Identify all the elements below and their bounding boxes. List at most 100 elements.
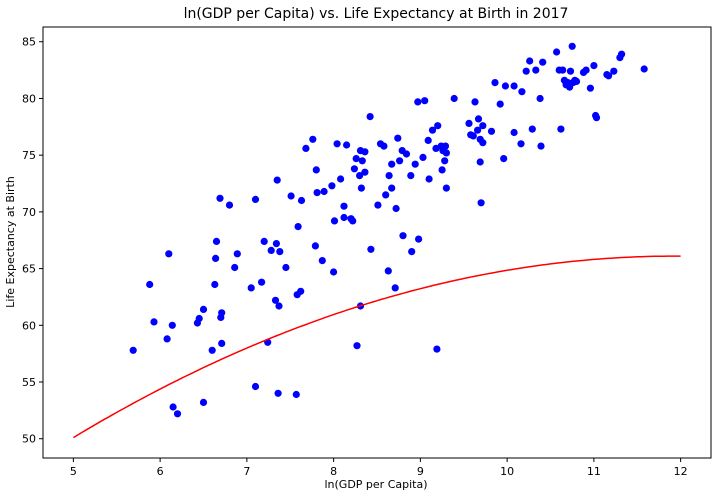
plot-area-frame bbox=[42, 26, 712, 459]
data-point bbox=[173, 410, 182, 418]
data-point bbox=[415, 235, 423, 243]
data-point bbox=[297, 196, 306, 205]
data-point bbox=[337, 175, 345, 183]
data-point bbox=[195, 314, 203, 323]
data-point bbox=[340, 213, 348, 222]
data-point bbox=[566, 67, 575, 75]
data-point bbox=[469, 132, 477, 140]
data-point bbox=[218, 339, 226, 347]
data-point bbox=[441, 142, 450, 150]
y-axis-label: Life Expectancy at Birth bbox=[4, 176, 17, 308]
data-point bbox=[394, 134, 402, 142]
data-point bbox=[385, 172, 393, 180]
data-point bbox=[199, 305, 208, 313]
data-point bbox=[366, 113, 374, 121]
data-point bbox=[318, 257, 326, 265]
data-point bbox=[260, 237, 268, 245]
data-point bbox=[510, 128, 518, 137]
data-point bbox=[328, 182, 336, 190]
data-point bbox=[559, 66, 567, 74]
data-point bbox=[605, 72, 613, 80]
data-point bbox=[433, 345, 441, 353]
y-tick-label: 65 bbox=[22, 263, 36, 276]
data-point bbox=[586, 84, 595, 92]
data-point bbox=[553, 48, 561, 56]
data-point bbox=[297, 287, 305, 295]
data-point bbox=[313, 189, 321, 197]
chart-title: ln(GDP per Capita) vs. Life Expectancy a… bbox=[184, 6, 569, 22]
data-point bbox=[146, 280, 154, 289]
data-point bbox=[350, 165, 358, 173]
x-axis-ticks: 5 6 7 8 9 10 11 12 bbox=[70, 458, 688, 478]
x-tick-label: 8 bbox=[330, 465, 337, 478]
data-point bbox=[496, 100, 504, 108]
data-point bbox=[539, 58, 547, 66]
data-point bbox=[399, 232, 407, 240]
data-point bbox=[343, 141, 351, 149]
data-point bbox=[419, 153, 427, 161]
data-point bbox=[408, 248, 416, 256]
y-tick-label: 55 bbox=[22, 376, 36, 389]
data-point bbox=[367, 245, 375, 253]
data-point bbox=[476, 158, 484, 166]
data-point bbox=[517, 140, 525, 148]
data-point bbox=[532, 66, 540, 74]
x-tick-label: 11 bbox=[587, 465, 601, 478]
data-point bbox=[251, 382, 260, 391]
data-point bbox=[592, 114, 601, 122]
data-point bbox=[442, 184, 450, 192]
data-point bbox=[272, 240, 280, 248]
data-point bbox=[487, 127, 496, 135]
data-point bbox=[582, 66, 590, 74]
data-point bbox=[441, 157, 449, 165]
data-point bbox=[442, 149, 450, 157]
y-tick-label: 85 bbox=[22, 36, 36, 49]
x-tick-label: 10 bbox=[500, 465, 514, 478]
data-point bbox=[465, 119, 473, 127]
data-point bbox=[340, 202, 348, 210]
data-point bbox=[536, 94, 544, 103]
data-point bbox=[388, 160, 396, 168]
data-point bbox=[479, 122, 487, 130]
y-tick-label: 80 bbox=[22, 92, 36, 105]
data-point bbox=[258, 278, 266, 286]
data-point bbox=[557, 125, 565, 133]
data-point bbox=[526, 57, 534, 65]
data-point bbox=[165, 250, 173, 258]
data-point bbox=[402, 150, 411, 158]
data-point bbox=[212, 254, 220, 262]
data-point bbox=[428, 126, 437, 134]
data-points bbox=[129, 42, 648, 418]
data-point bbox=[424, 136, 432, 144]
data-point bbox=[275, 302, 283, 310]
data-point bbox=[294, 223, 302, 231]
data-point bbox=[391, 284, 399, 292]
data-point bbox=[312, 166, 320, 174]
data-point bbox=[500, 155, 508, 163]
data-point bbox=[302, 144, 310, 152]
data-point bbox=[208, 346, 216, 354]
x-tick-label: 6 bbox=[157, 465, 164, 478]
data-point bbox=[287, 192, 295, 200]
data-point bbox=[216, 194, 224, 202]
data-point bbox=[276, 248, 284, 256]
data-point bbox=[282, 263, 290, 272]
data-point bbox=[438, 166, 446, 174]
data-point bbox=[271, 296, 280, 304]
data-point bbox=[199, 398, 208, 406]
x-tick-label: 12 bbox=[674, 465, 688, 478]
data-point bbox=[510, 82, 518, 90]
x-axis-label: ln(GDP per Capita) bbox=[324, 478, 427, 491]
data-point bbox=[247, 284, 255, 292]
data-point bbox=[640, 65, 648, 73]
data-point bbox=[233, 250, 241, 258]
data-point bbox=[352, 155, 360, 163]
data-point bbox=[618, 50, 626, 58]
data-point bbox=[356, 172, 364, 180]
x-tick-label: 9 bbox=[417, 465, 424, 478]
data-point bbox=[311, 242, 319, 250]
data-point bbox=[568, 42, 576, 50]
data-point bbox=[218, 309, 226, 317]
data-point bbox=[425, 175, 433, 183]
